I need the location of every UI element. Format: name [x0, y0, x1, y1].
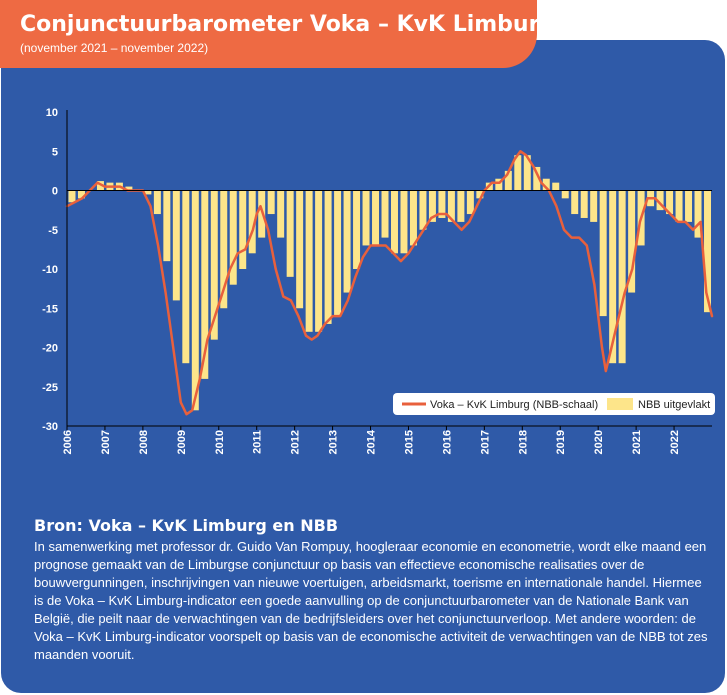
legend-bar-swatch [607, 398, 633, 410]
y-tick-label: 0 [52, 186, 58, 198]
x-tick-label: 2022 [669, 430, 681, 454]
legend-bar-label: NBB uitgevlakt [638, 399, 710, 411]
x-tick-label: 2018 [517, 430, 529, 454]
bar [201, 190, 209, 379]
bar [305, 190, 313, 332]
bar [267, 190, 275, 215]
x-tick-label: 2021 [631, 430, 643, 454]
x-tick-label: 2010 [214, 430, 226, 454]
bar [334, 190, 342, 317]
bar [656, 190, 664, 211]
y-tick-label: -10 [42, 264, 58, 276]
bar [675, 190, 683, 222]
y-tick-label: -25 [42, 382, 58, 394]
bar [296, 190, 304, 309]
source-text: In samenwerking met professor dr. Guido … [34, 539, 708, 662]
bar [495, 178, 503, 191]
bar [210, 190, 218, 340]
x-tick-label: 2009 [176, 430, 188, 454]
bar [163, 190, 171, 262]
bar [428, 190, 436, 222]
x-tick-label: 2012 [290, 430, 302, 454]
y-tick-label: 5 [52, 146, 58, 158]
bar [77, 190, 85, 199]
bar [704, 190, 711, 313]
y-tick-label: -30 [42, 421, 58, 433]
bar [599, 190, 607, 317]
x-tick-label: 2017 [479, 430, 491, 454]
y-tick-label: -15 [42, 303, 58, 315]
bar [324, 190, 332, 324]
bar [229, 190, 237, 285]
x-tick-label: 2006 [62, 430, 74, 454]
bar [381, 190, 389, 238]
bar [580, 190, 588, 218]
bar [552, 182, 560, 191]
x-tick-label: 2020 [593, 430, 605, 454]
x-tick-label: 2015 [403, 430, 415, 454]
bar [191, 190, 199, 411]
bar [571, 190, 579, 215]
bar [504, 170, 512, 191]
y-tick-label: 10 [46, 107, 58, 119]
legend-line-label: Voka – KvK Limburg (NBB-schaal) [430, 399, 598, 411]
x-tick-label: 2014 [366, 429, 378, 454]
bar [590, 190, 598, 222]
chart: 10 5 0 -5 -10 -15 -20 -25 -30 2006 2007 2008 2009 201… [42, 107, 715, 454]
bar [561, 190, 569, 199]
bar [362, 190, 370, 246]
x-tick-label: 2019 [555, 430, 567, 454]
bar [618, 190, 626, 364]
bar [533, 166, 541, 191]
x-tick-label: 2013 [328, 430, 340, 454]
x-tick-label: 2007 [100, 430, 112, 454]
y-tick-label: -20 [42, 343, 58, 355]
bar [694, 190, 702, 238]
bar [248, 190, 256, 254]
legend-box [393, 393, 715, 415]
y-tick-label: -5 [48, 225, 58, 237]
page-subtitle: (november 2021 – november 2022) [20, 41, 209, 55]
bar [153, 190, 161, 215]
bar [466, 190, 474, 215]
bar [343, 190, 351, 293]
bar [438, 190, 446, 218]
bar [514, 155, 522, 191]
bar [447, 190, 455, 222]
bar [172, 190, 180, 301]
bar [182, 190, 190, 364]
bar [239, 190, 247, 269]
x-tick-label: 2016 [441, 430, 453, 454]
bar [628, 190, 636, 293]
bar [144, 190, 152, 195]
series-line [65, 150, 714, 416]
bar [391, 190, 398, 254]
bar [542, 178, 550, 191]
bar [353, 190, 361, 269]
x-tick-label: 2011 [252, 430, 264, 454]
bar [286, 190, 294, 277]
bar [523, 155, 531, 191]
source-block: Bron: Voka – KvK Limburg en NBB In samen… [34, 516, 709, 664]
bar [125, 186, 133, 191]
bar [277, 190, 285, 238]
bar [419, 190, 427, 230]
bar [666, 190, 674, 215]
bar [409, 190, 417, 246]
bar [685, 190, 693, 222]
bar [220, 190, 228, 309]
bar [609, 190, 617, 364]
title-banner: Conjunctuurbarometer Voka – KvK Limburg … [0, 0, 653, 68]
bar [400, 190, 408, 254]
bar [372, 190, 380, 246]
bar [96, 181, 104, 191]
bar [476, 190, 484, 199]
bar [258, 190, 266, 238]
bar [315, 190, 323, 332]
page-title: Conjunctuurbarometer Voka – KvK Limburg … [20, 12, 654, 37]
source-heading: Bron: Voka – KvK Limburg en NBB [34, 516, 339, 535]
bar [457, 190, 465, 222]
bar [68, 190, 76, 203]
x-tick-label: 2008 [138, 430, 150, 454]
